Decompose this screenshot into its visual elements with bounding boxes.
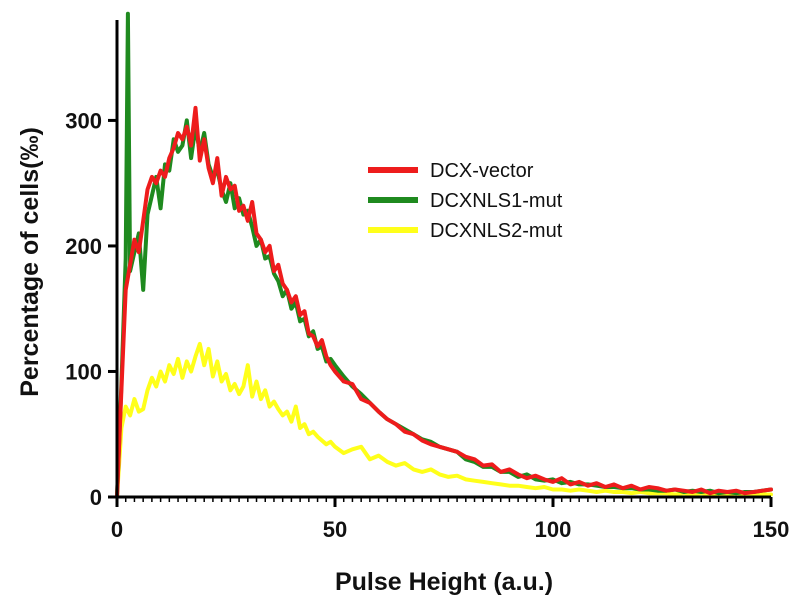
x-axis-label: Pulse Height (a.u.) [335,568,553,596]
y-tick-label: 200 [65,234,102,259]
series-line-dcxnls2-mut [115,341,773,499]
legend: DCX-vector DCXNLS1-mut DCXNLS2-mut [368,160,563,242]
x-tick-label: 150 [753,517,790,542]
y-tick-label: 0 [90,485,102,510]
plot-area [115,11,773,499]
x-tick-label: 100 [535,517,572,542]
y-axis-label: Percentage of cells(‰) [16,127,44,397]
series-line-dcxnls1-mut [115,11,773,499]
legend-label-dcx-vector: DCX-vector [430,160,534,182]
y-tick-label: 300 [65,108,102,133]
series-line-dcx-vector [115,105,773,499]
legend-label-dcxnls2-mut: DCXNLS2-mut [430,220,563,242]
x-tick-label: 50 [323,517,347,542]
y-tick-label: 100 [65,359,102,384]
ticks: 0 100 200 300 0 50 100 150 [65,108,789,542]
x-tick-label: 0 [111,517,123,542]
axes [115,20,771,499]
legend-label-dcxnls1-mut: DCXNLS1-mut [430,190,563,212]
